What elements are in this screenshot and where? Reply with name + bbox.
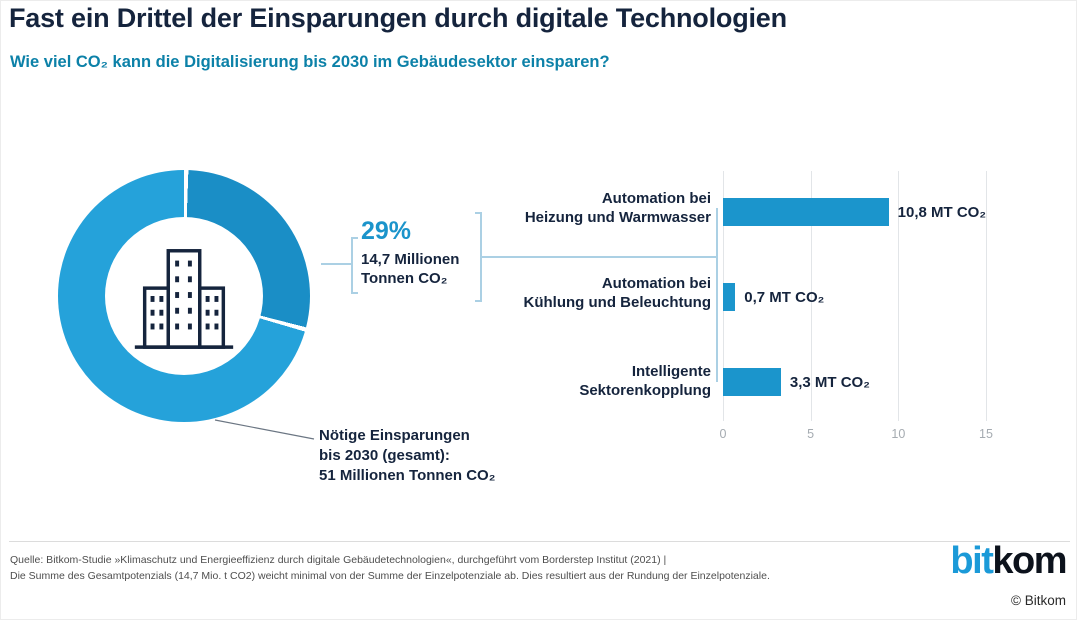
x-axis-tick: 10 [891,427,906,441]
bar [723,198,889,226]
total-line: Nötige Einsparungen [319,427,470,444]
label-line: Sektorenkopplung [579,382,711,399]
footer-divider [9,541,1070,542]
gridline [986,171,987,421]
page-title: Fast ein Drittel der Einsparungen durch … [9,3,787,33]
label-line: Heizung und Warmwasser [524,209,711,226]
x-axis-tick: 0 [719,427,727,441]
label-line: Automation bei [601,190,711,207]
bar-category-label: Intelligente Sektorenkopplung [501,362,711,400]
donut-amount-line: Tonnen CO₂ [361,270,448,287]
bar [723,283,736,311]
x-axis-tick: 15 [979,427,993,441]
label-line: Intelligente [631,363,711,380]
donut-percent-label: 29% [361,217,412,245]
logo-text-bit: bit [950,540,993,582]
bitkom-logo: bitkom [950,540,1067,583]
donut-hole [105,217,263,375]
logo-text-kom: kom [992,540,1067,582]
bar [723,368,781,396]
building-icon [134,249,234,349]
bar-chart: 0 5 10 15 10,8 MT CO₂ 0,7 MT CO₂ 3,3 MT … [719,171,993,441]
bar-category-label: Automation bei Heizung und Warmwasser [501,189,711,227]
bar-value-label: 0,7 MT CO₂ [744,288,825,306]
gridline [898,171,900,421]
source-line: Quelle: Bitkom-Studie »Klimaschutz und E… [10,554,667,566]
donut-total-annotation: Nötige Einsparungen bis 2030 (gesamt): 5… [319,426,495,486]
total-line: 51 Millionen Tonnen CO₂ [319,467,496,484]
bar-row: 10,8 MT CO₂ [723,198,986,226]
bar-category-label: Automation bei Kühlung und Beleuchtung [501,274,711,312]
donut-chart [58,170,310,422]
total-line: bis 2030 (gesamt): [319,447,450,464]
label-line: Automation bei [601,275,711,292]
label-line: Kühlung und Beleuchtung [523,294,711,311]
bar-row: 3,3 MT CO₂ [723,368,986,396]
subtitle: Wie viel CO₂ kann die Digitalisierung bi… [10,53,610,71]
copyright-note: © Bitkom [1011,593,1066,608]
bar-value-label: 10,8 MT CO₂ [897,203,986,221]
donut-amount-line: 14,7 Millionen [361,251,460,268]
donut-highlight-block: 29% 14,7 Millionen Tonnen CO₂ [361,217,459,288]
bar-value-label: 3,3 MT CO₂ [789,373,870,391]
gridline [810,171,812,421]
x-axis-tick: 5 [807,427,815,441]
source-line: Die Summe des Gesamtpotenzials (14,7 Mio… [10,570,770,582]
bar-row: 0,7 MT CO₂ [723,283,986,311]
source-note: Quelle: Bitkom-Studie »Klimaschutz und E… [10,552,770,584]
